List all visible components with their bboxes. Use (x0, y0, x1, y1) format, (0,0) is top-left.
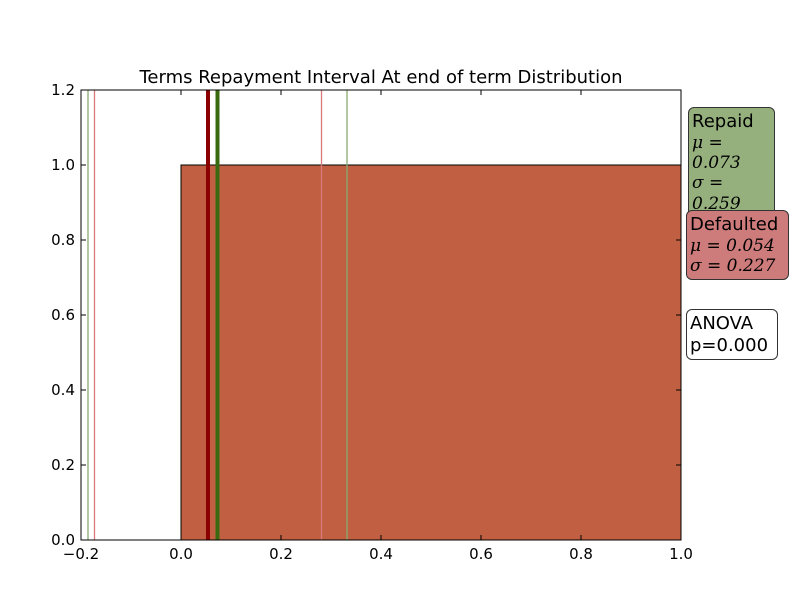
x-tick-label: 0.8 (569, 545, 593, 563)
anova-box: ANOVA p=0.000 (686, 309, 778, 361)
y-tick-label: 0.6 (51, 306, 75, 324)
legend-defaulted-sigma: σ = 0.227 (690, 255, 776, 276)
chart-title: Terms Repayment Interval At end of term … (138, 67, 622, 88)
y-tick-label: 0.0 (51, 531, 75, 549)
x-tick-label: 1.0 (669, 545, 693, 563)
y-tick-label: 0.8 (51, 231, 75, 249)
x-tick-label: −0.2 (63, 545, 99, 563)
x-tick-label: 0.2 (269, 545, 293, 563)
legend-repaid-sigma: σ = 0.259 (692, 173, 741, 214)
y-tick-label: 1.0 (51, 156, 75, 174)
legend-repaid-name: Repaid (692, 111, 754, 132)
y-tick-label: 1.2 (51, 81, 75, 99)
anova-label: ANOVA (690, 313, 754, 334)
histogram-bar-defaulted (180, 164, 682, 541)
y-tick-label: 0.4 (51, 381, 75, 399)
legend-defaulted: Defaulted μ = 0.054 σ = 0.227 (686, 210, 789, 281)
legend-repaid: Repaid μ = 0.073 σ = 0.259 (688, 107, 775, 219)
x-tick-label: 0.0 (169, 545, 193, 563)
legend-defaulted-name: Defaulted (690, 214, 779, 235)
legend-defaulted-mu: μ = 0.054 (690, 235, 775, 256)
x-tick-label: 0.6 (469, 545, 493, 563)
x-tick-label: 0.4 (369, 545, 393, 563)
anova-pvalue: p=0.000 (690, 334, 769, 356)
y-tick-label: 0.2 (51, 456, 75, 474)
legend-repaid-mu: μ = 0.073 (692, 132, 741, 173)
